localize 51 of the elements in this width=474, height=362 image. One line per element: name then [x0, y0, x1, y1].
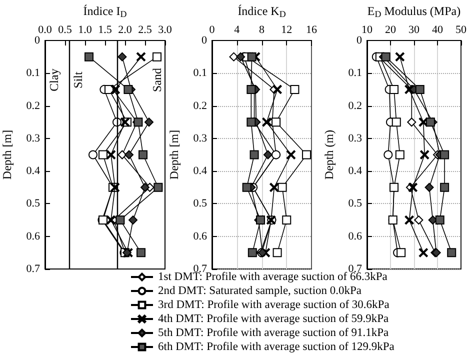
- y-tick-label: 0.2: [26, 100, 40, 112]
- x-tick-label: 1.5: [98, 24, 112, 36]
- x-tick-label: 0.5: [58, 24, 72, 36]
- legend-label: 3rd DMT: Profile with average suction of 30.6kPa: [158, 299, 390, 311]
- annotation: Sand: [150, 68, 164, 92]
- y-tick-label: 0.5: [193, 198, 208, 210]
- y-tick-label: 0: [202, 34, 208, 46]
- y-tick-label: 0.6: [348, 230, 362, 242]
- y-axis-title: Depth (m): [322, 130, 336, 180]
- y-tick-label: 0.2: [348, 100, 362, 112]
- y-tick-label: 0.5: [348, 198, 362, 210]
- y-tick-label: 0.1: [193, 67, 207, 80]
- y-tick-label: 0.4: [193, 165, 208, 178]
- x-tick-label: 50: [456, 24, 467, 36]
- x-tick-label: 10: [362, 24, 373, 36]
- legend-label: 5th DMT: Profile with average suction of 91.1kPa: [158, 327, 389, 339]
- y-tick-label: 0: [356, 34, 362, 46]
- x-tick-label: 2.5: [138, 24, 152, 36]
- y-tick-label: 0.5: [26, 198, 40, 210]
- y-tick-label: 0.6: [193, 230, 208, 242]
- y-axis-title: Depth [m]: [167, 130, 181, 180]
- x-tick-label: 20: [385, 24, 396, 36]
- y-tick-label: 0.6: [26, 230, 40, 242]
- y-tick-label: 0.1: [348, 67, 362, 80]
- legend-label: 1st DMT: Profile with average suction of 66.3kPa: [158, 271, 388, 283]
- annotation: Silt: [71, 71, 85, 88]
- y-tick-label: 0.4: [348, 165, 362, 178]
- y-tick-label: 0.7: [26, 263, 40, 275]
- y-tick-label: 0.3: [193, 132, 208, 144]
- x-tick-label: 8: [259, 24, 265, 36]
- x-tick-label: 0.0: [38, 24, 52, 36]
- y-tick-label: 0.2: [193, 100, 207, 112]
- legend-label: 2nd DMT: Saturated sample, suction 0.0kPa: [158, 285, 362, 297]
- y-tick-label: 0.1: [26, 67, 40, 80]
- x-tick-label: 40: [432, 24, 444, 36]
- legend-label: 6th DMT: Profile with average suction of 129.9kPa: [158, 341, 394, 353]
- x-tick-label: 1.0: [78, 24, 92, 36]
- x-tick-label: 3.0: [158, 24, 172, 36]
- x-tick-label: 12: [281, 24, 292, 36]
- x-tick-label: 16: [306, 24, 318, 36]
- x-tick-label: 0: [209, 24, 216, 36]
- y-axis-title: Depth [m]: [0, 130, 14, 180]
- y-tick-label: 0.3: [348, 132, 362, 144]
- y-tick-label: 0: [34, 34, 40, 46]
- annotation: Clay: [47, 68, 61, 92]
- y-tick-label: 0.4: [26, 165, 40, 178]
- x-tick-label: 4: [234, 24, 240, 36]
- y-tick-label: 0.3: [26, 132, 40, 144]
- x-tick-label: 30: [408, 24, 420, 36]
- legend-label: 4th DMT: Profile with average suction of 59.9kPa: [158, 313, 389, 325]
- x-tick-label: 2.0: [118, 24, 132, 36]
